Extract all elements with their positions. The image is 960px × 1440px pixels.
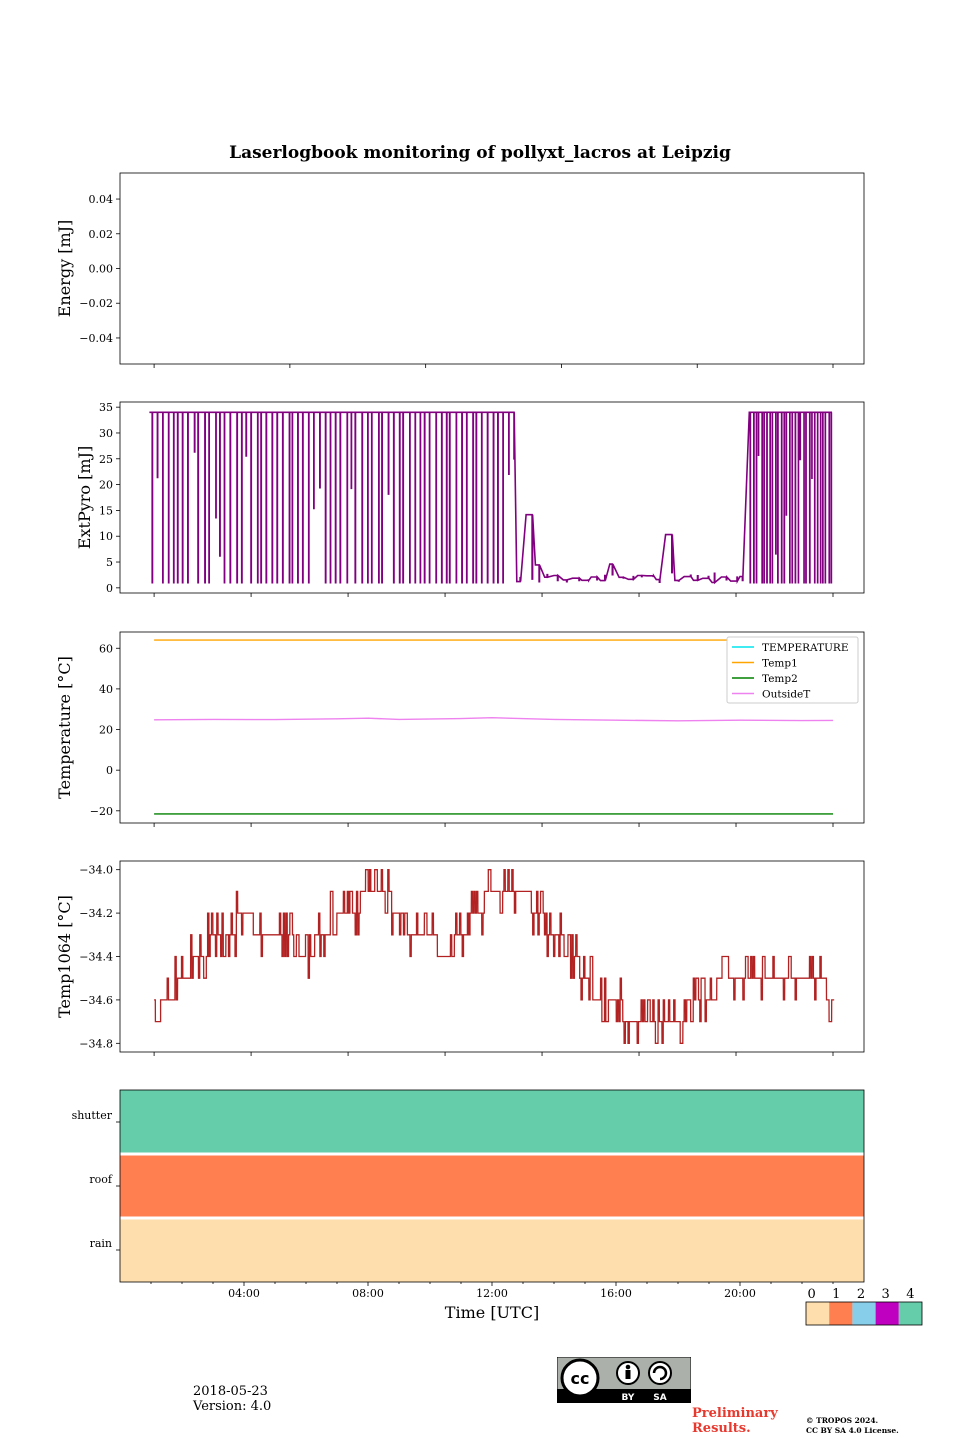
ytick-label: −34.8	[79, 1037, 113, 1050]
copyright-note: © TROPOS 2024. CC BY SA 4.0 License.	[806, 1416, 926, 1436]
colorbar-swatch-2	[852, 1302, 876, 1325]
ytick-label-shutter: shutter	[72, 1109, 113, 1122]
ytick-label: 0.02	[89, 228, 114, 241]
flag-band-shutter	[120, 1090, 864, 1154]
ytick-label: −34.0	[79, 864, 113, 877]
cc-icon	[560, 1358, 600, 1398]
axes-frame	[119, 860, 865, 1053]
xtick-label: 08:00	[352, 1287, 384, 1300]
copyright-line-2: CC BY SA 4.0 License.	[806, 1426, 899, 1435]
y-axis-label: ExtPyro [mJ]	[75, 446, 94, 549]
xtick-label: 04:00	[228, 1287, 260, 1300]
ytick-label: 10	[99, 530, 113, 543]
ytick-label-rain: rain	[90, 1237, 112, 1250]
colorbar-swatch-3	[875, 1302, 899, 1325]
colorbar-tick-label: 2	[857, 1287, 865, 1302]
colorbar-frame	[805, 1301, 923, 1326]
ytick-label: 20	[99, 479, 113, 492]
flag-band-roof	[120, 1154, 864, 1218]
series-outsidet	[154, 716, 834, 722]
panel-temp1064: −34.0 −34.2 −34.4 −34.6 −34.8 Temp1064 [°C]	[55, 860, 865, 1056]
series-temp1064	[154, 869, 835, 1044]
xtick-label: 16:00	[600, 1287, 632, 1300]
ytick-label: 0.04	[89, 193, 114, 206]
colorbar-tick-label: 1	[832, 1287, 840, 1302]
sa-icon	[648, 1361, 672, 1385]
figure-title: Laserlogbook monitoring of pollyxt_lacro…	[229, 143, 731, 163]
license-by: BY	[622, 1393, 635, 1403]
ytick-label: 30	[99, 427, 113, 440]
version-label: Version: 4.0	[193, 1399, 272, 1414]
license-sa: SA	[653, 1393, 666, 1403]
legend-frame	[726, 636, 859, 704]
ytick-label: 60	[99, 642, 113, 655]
colorbar-tick-label: 3	[882, 1287, 890, 1302]
panel-flags: shutter roof rain 04:00 08:00 12:00 16:00 20:00…	[72, 1089, 865, 1322]
ytick-label: −0.02	[79, 297, 113, 310]
colorbar-swatch-4	[898, 1302, 922, 1325]
ytick-label: 5	[106, 556, 113, 569]
ytick-label: 35	[99, 401, 113, 414]
ytick-label: 40	[99, 683, 113, 696]
y-axis-label: Energy [mJ]	[55, 220, 74, 318]
ytick-label: 20	[99, 724, 113, 737]
ytick-label: −34.2	[79, 907, 113, 920]
date-label: 2018-05-23	[193, 1384, 268, 1399]
xtick-label: 20:00	[724, 1287, 756, 1300]
legend: TEMPERATURE Temp1 Temp2 OutsideT	[726, 636, 859, 704]
colorbar-tick-label: 0	[807, 1287, 815, 1302]
legend-label-temperature: TEMPERATURE	[762, 642, 849, 654]
ytick-label: −34.4	[79, 951, 113, 964]
ytick-label: −34.6	[79, 994, 113, 1007]
panel-extpyro: 0 5 10 15 20 25 30 35 ExtPyro [mJ]	[75, 401, 865, 597]
ytick-label: 0	[106, 764, 113, 777]
axes-frame	[119, 401, 865, 594]
ytick-label: 0	[106, 582, 113, 595]
flag-band-rain	[120, 1218, 864, 1282]
ytick-label: 25	[99, 453, 113, 466]
preliminary-results-note: Preliminary Results.	[692, 1406, 778, 1436]
ytick-label: 15	[99, 504, 113, 517]
colorbar-swatch-1	[829, 1302, 853, 1325]
svg-text:cc: cc	[571, 1369, 590, 1388]
legend-label-temp1: Temp1	[762, 658, 798, 670]
ytick-label: −20	[90, 805, 113, 818]
x-axis-label: Time [UTC]	[445, 1303, 539, 1322]
ytick-label: −0.04	[79, 332, 113, 345]
y-axis-label: Temperature [°C]	[55, 656, 74, 799]
copyright-line-1: © TROPOS 2024.	[806, 1416, 879, 1425]
colorbar-swatch-0	[806, 1302, 830, 1325]
xtick-label: 12:00	[476, 1287, 508, 1300]
series-extpyro	[149, 411, 833, 585]
legend-label-outsidet: OutsideT	[762, 689, 810, 701]
legend-label-temp2: Temp2	[762, 673, 798, 685]
cc-license-logo: cc BY SA	[556, 1356, 692, 1407]
colorbar-tick-label: 4	[906, 1287, 914, 1302]
ytick-label-roof: roof	[89, 1173, 113, 1186]
panel-temperature: 60 40 20 0 −20 Temperature [°C] TEMPERATURE Tem…	[55, 631, 865, 827]
panel-energy: 0.04 0.02 0.00 −0.02 −0.04 Energy [mJ]	[55, 172, 865, 368]
axes-frame	[119, 172, 865, 365]
ytick-label: 0.00	[89, 263, 114, 276]
colorbar: 0 1 2 3 4	[805, 1287, 923, 1326]
y-axis-label: Temp1064 [°C]	[55, 895, 74, 1018]
